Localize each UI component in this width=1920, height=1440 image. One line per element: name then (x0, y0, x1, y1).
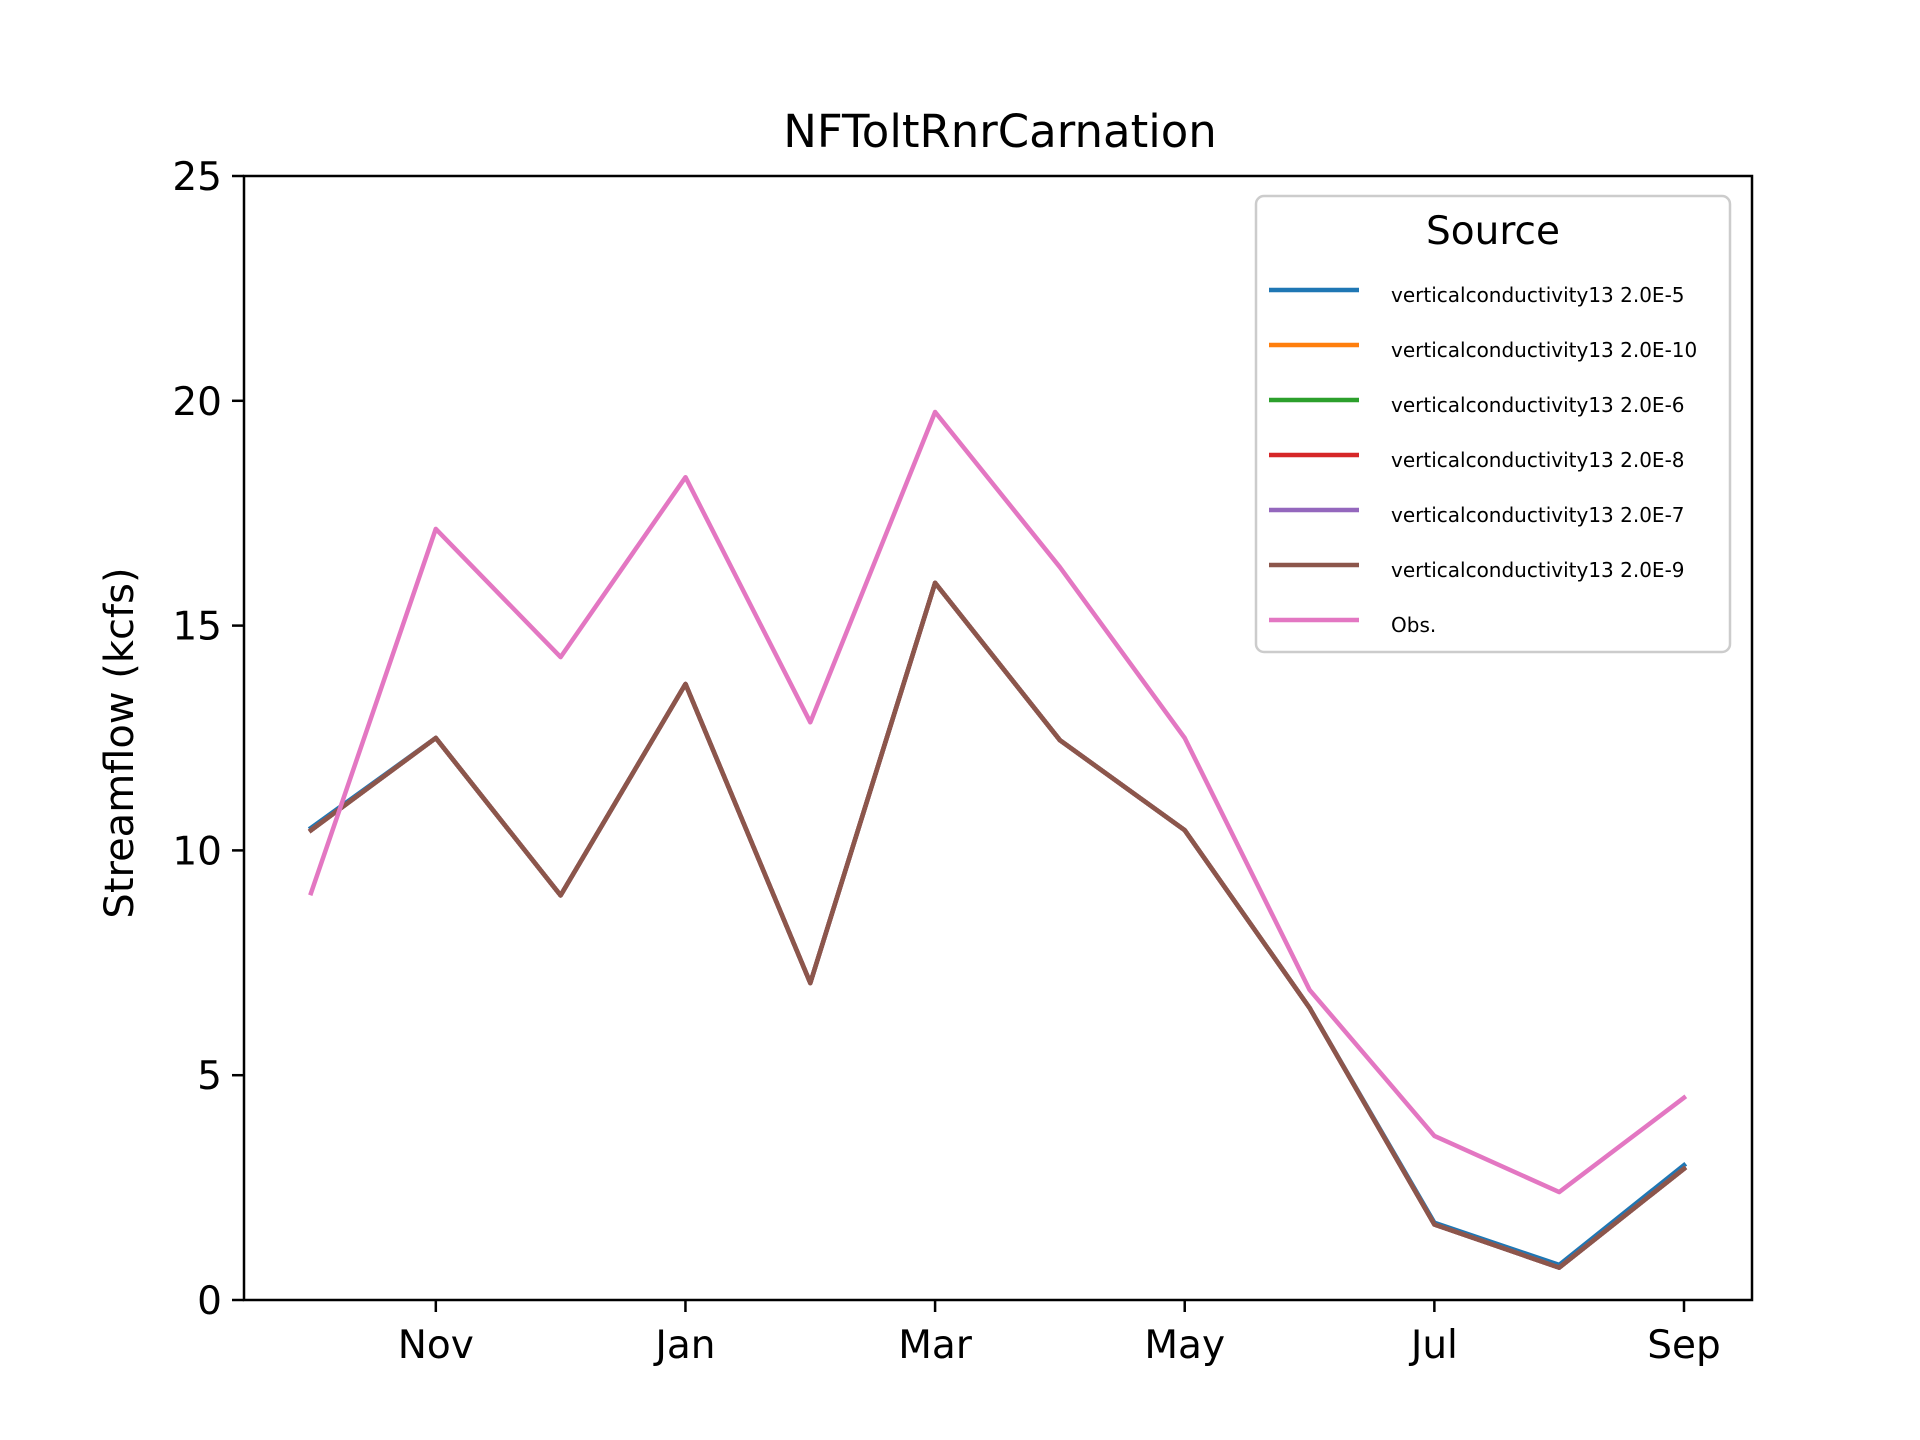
y-tick-label: 25 (172, 155, 222, 200)
x-tick-label: May (1144, 1323, 1225, 1368)
legend-box (1254, 194, 1732, 654)
series-line-obs (308, 409, 1688, 1195)
series-line-verticalconductivity13-2-0e-7 (307, 580, 1688, 1270)
series-line-verticalconductivity13-2-0e-9 (307, 580, 1688, 1270)
x-tick-label: Jan (652, 1323, 715, 1368)
x-tick-label: Nov (398, 1323, 474, 1368)
series-layer (307, 409, 1688, 1270)
y-axis-ticks: 0 5 10 15 20 25 (172, 155, 244, 1324)
legend-label-verticalconductivity13-2-0e-10: verticalconductivity13 2.0E-10 (1391, 338, 1697, 362)
y-tick-label: 10 (172, 829, 222, 874)
y-axis-label: Streamflow (kcfs) (97, 567, 143, 918)
legend-entries: verticalconductivity13 2.0E-5 verticalcon… (1269, 283, 1697, 637)
legend-label-verticalconductivity13-2-0e-7: verticalconductivity13 2.0E-7 (1391, 503, 1685, 527)
legend-label-verticalconductivity13-2-0e-9: verticalconductivity13 2.0E-9 (1391, 558, 1685, 582)
x-axis-ticks: Nov Jan Mar May Jul Sep (398, 1300, 1721, 1368)
y-tick-label: 5 (197, 1054, 222, 1099)
series-line-verticalconductivity13-2-0e-8 (307, 580, 1688, 1270)
y-tick-label: 15 (172, 605, 222, 650)
x-tick-label: Sep (1647, 1323, 1721, 1368)
legend: Source verticalconductivity13 2.0E-5vert… (1254, 194, 1732, 654)
legend-label-verticalconductivity13-2-0e-5: verticalconductivity13 2.0E-5 (1391, 283, 1685, 307)
x-tick-label: Jul (1408, 1323, 1458, 1368)
legend-title: Source (1426, 209, 1560, 254)
series-line-verticalconductivity13-2-0e-5 (307, 580, 1688, 1268)
x-tick-label: Mar (898, 1323, 973, 1368)
plot-frame (242, 174, 1754, 1302)
legend-label-verticalconductivity13-2-0e-8: verticalconductivity13 2.0E-8 (1391, 448, 1685, 472)
legend-label-obs: Obs. (1391, 613, 1436, 637)
chart-title: NFToltRnrCarnation (783, 105, 1217, 158)
series-line-verticalconductivity13-2-0e-10 (307, 580, 1688, 1270)
legend-label-verticalconductivity13-2-0e-6: verticalconductivity13 2.0E-6 (1391, 393, 1685, 417)
series-line-verticalconductivity13-2-0e-6 (307, 580, 1688, 1270)
y-tick-label: 0 (197, 1279, 222, 1324)
y-tick-label: 20 (172, 380, 222, 425)
